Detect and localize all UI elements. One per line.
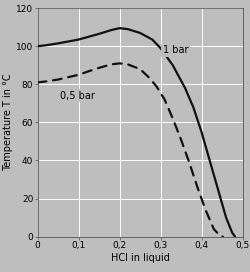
X-axis label: HCl in liquid: HCl in liquid: [110, 253, 170, 262]
Y-axis label: Temperature T in °C: Temperature T in °C: [3, 74, 13, 171]
Text: 1 bar: 1 bar: [162, 45, 188, 55]
Text: 0,5 bar: 0,5 bar: [60, 91, 95, 101]
